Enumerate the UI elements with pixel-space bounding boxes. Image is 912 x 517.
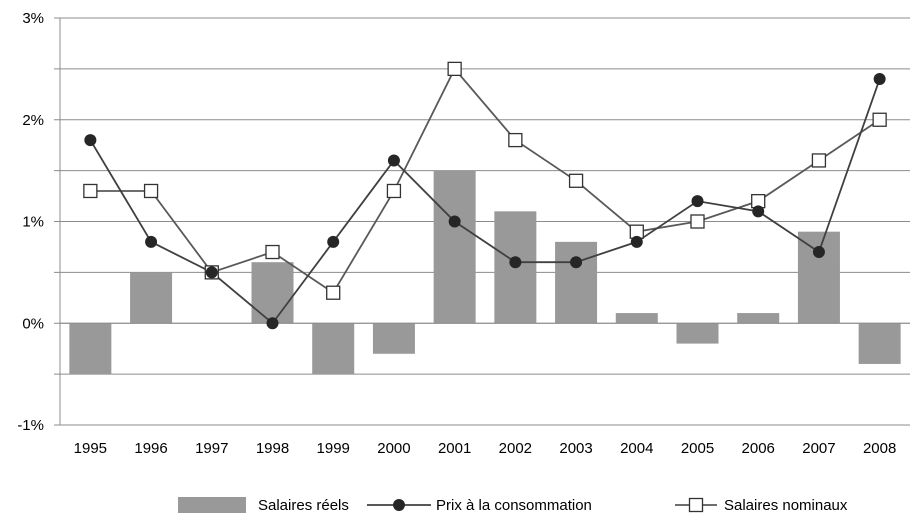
point-prix-consommation [691,195,704,208]
x-tick-label: 1996 [134,440,167,457]
bar [312,323,355,375]
bar [737,313,780,324]
point-salaires-nominaux [811,153,827,168]
x-tick-label: 2002 [499,440,532,457]
bar [858,323,901,364]
y-tick-labels: -1% 0% 1% 2% 3% [17,10,44,434]
x-tick-label: 2000 [377,440,410,457]
x-tick-label: 2005 [681,440,714,457]
bar [676,323,719,344]
point-salaires-nominaux [872,112,887,127]
point-salaires-nominaux [447,61,462,77]
bar [433,170,476,324]
bar [130,272,173,324]
point-prix-consommation [448,215,461,228]
legend-marker-nominal [688,497,704,513]
point-salaires-nominaux [386,183,402,199]
point-salaires-nominaux [265,244,280,260]
point-prix-consommation [84,134,97,147]
point-salaires-nominaux [568,173,584,188]
point-salaires-nominaux [690,214,705,229]
x-tick-label: 2008 [863,440,896,457]
legend-label-bars: Salaires réels [258,497,349,514]
point-prix-consommation [387,154,400,167]
point-prix-consommation [266,317,279,330]
bar [555,241,598,324]
x-tick-label: 2003 [559,440,592,457]
y-tick-label: 3% [22,10,44,27]
x-tick-label: 2004 [620,440,653,457]
point-salaires-nominaux [326,285,341,300]
bar [797,231,840,324]
y-tick-label: 2% [22,112,44,129]
point-salaires-nominaux [508,132,523,148]
legend-item-bars: Salaires réels [178,497,349,514]
y-tick-label: 0% [22,315,44,332]
x-tick-label: 1995 [74,440,107,457]
point-prix-consommation [873,73,886,86]
x-tick-label: 1999 [317,440,350,457]
x-tick-labels: 1995 1996 1997 1998 1999 2000 2001 2002 2003 2004… [74,440,897,457]
point-salaires-nominaux [143,183,159,199]
legend-label-prices: Prix à la consommation [436,497,592,514]
point-prix-consommation [570,256,583,269]
y-tick-label: 1% [22,214,44,231]
x-tick-label: 2001 [438,440,471,457]
legend-swatch-bars [178,497,246,513]
legend-item-prices: Prix à la consommation [367,497,592,514]
x-tick-label: 1997 [195,440,228,457]
line-salaires-nominaux [90,67,881,295]
line-prix-consommation [89,78,881,325]
x-tick-label: 2007 [802,440,835,457]
point-prix-consommation [509,256,522,269]
bar [251,262,294,324]
point-prix-consommation [630,235,643,248]
point-salaires-nominaux [83,183,98,199]
bar [372,323,415,354]
line-series [83,61,887,330]
legend-marker-prices [393,499,405,511]
bar [69,323,112,375]
x-tick-label: 1998 [256,440,289,457]
bar-series [69,170,901,375]
point-prix-consommation [205,266,218,279]
x-tick-label: 2006 [742,440,775,457]
legend: Salaires réels Prix à la consommation Sa… [178,497,848,514]
point-prix-consommation [145,235,158,248]
y-tick-label: -1% [17,417,44,434]
legend-label-nominal: Salaires nominaux [724,497,848,514]
point-prix-consommation [752,205,765,218]
bar [615,313,658,324]
legend-item-nominal: Salaires nominaux [675,497,848,514]
point-prix-consommation [812,246,825,259]
gridlines [54,17,910,426]
point-prix-consommation [327,235,340,248]
